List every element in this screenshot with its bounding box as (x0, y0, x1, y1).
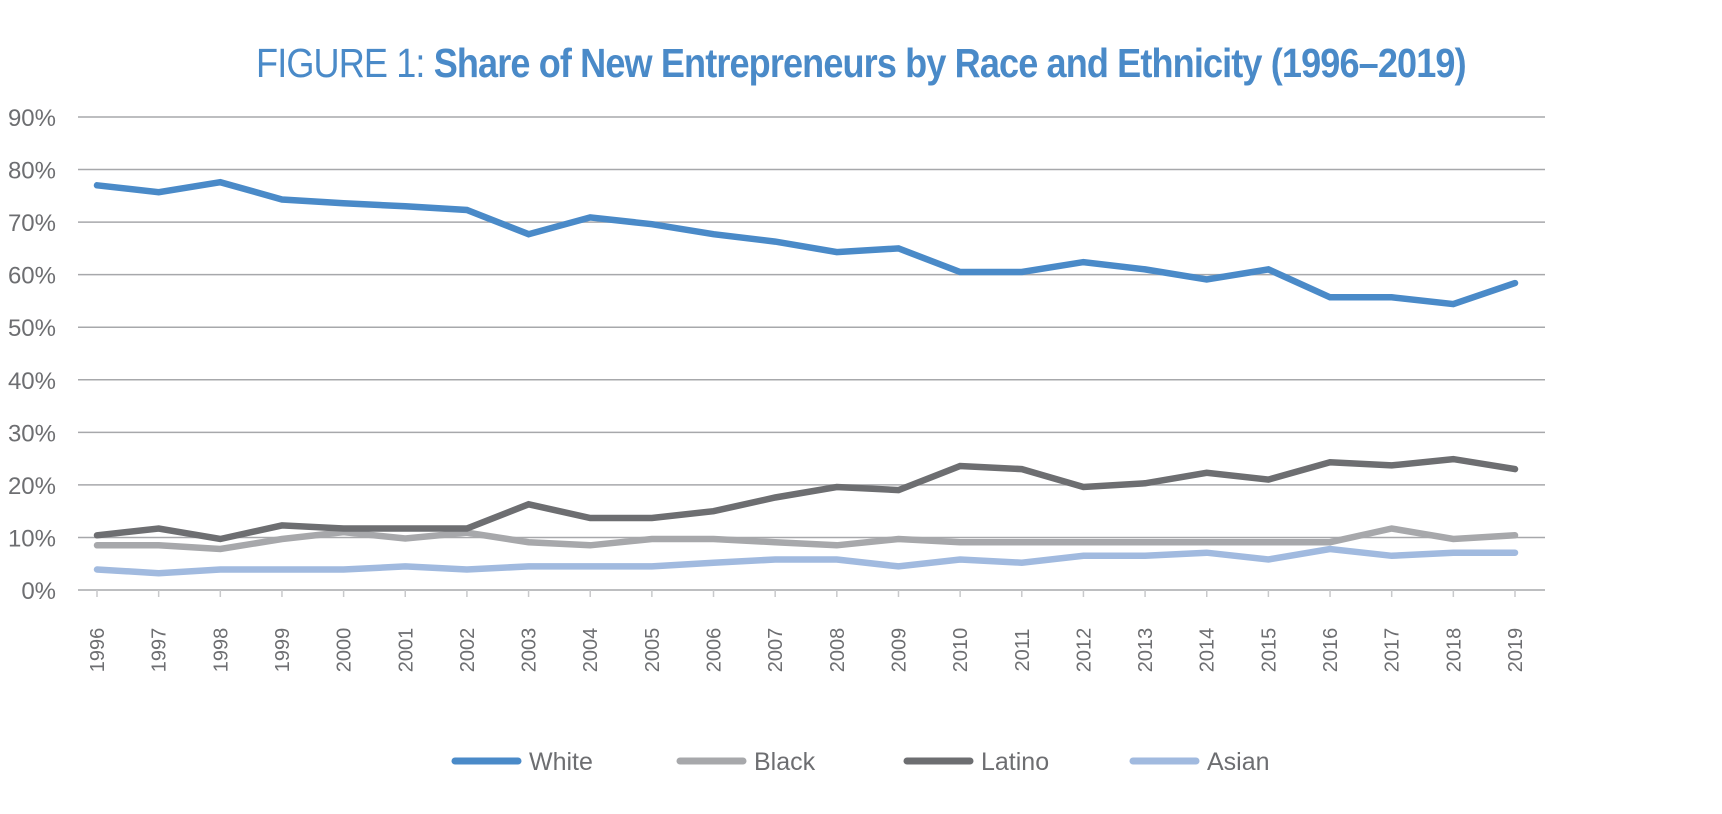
x-tick-label: 1996 (87, 628, 109, 673)
legend-item-black: Black (676, 748, 816, 776)
x-tick-label: 2019 (1505, 628, 1527, 673)
x-tick-label: 2005 (642, 628, 664, 673)
legend-label: Black (754, 748, 816, 776)
x-tick-label: 2007 (765, 628, 787, 673)
x-tick-label: 2000 (334, 628, 356, 673)
y-tick-label: 30% (8, 420, 56, 447)
legend-item-latino: Latino (903, 748, 1049, 776)
x-tick-label: 2016 (1320, 628, 1342, 673)
y-tick-label: 50% (8, 315, 56, 342)
series-line-asian (93, 545, 1519, 577)
y-tick-label: 60% (8, 263, 56, 290)
y-tick-label: 90% (8, 105, 56, 132)
y-tick-label: 40% (8, 368, 56, 395)
series-lines (93, 178, 1519, 577)
x-tick-label: 2006 (704, 628, 726, 673)
y-tick-label: 70% (8, 210, 56, 237)
legend-item-white: White (451, 748, 593, 776)
x-tick-label: 1999 (272, 628, 294, 673)
x-tick-label: 2015 (1258, 628, 1280, 673)
x-axis (78, 589, 1545, 597)
chart-title: FIGURE 1: Share of New Entrepreneurs by … (103, 40, 1618, 87)
chart-title-main: Share of New Entrepreneurs by Race and E… (433, 40, 1467, 86)
x-tick-label: 2001 (395, 628, 417, 673)
x-tick-label: 2013 (1135, 628, 1157, 673)
x-tick-label: 2003 (519, 628, 541, 673)
x-tick-label: 2009 (888, 628, 910, 673)
gridlines (78, 116, 1545, 539)
series-line-latino (93, 455, 1519, 543)
series-line-black (93, 525, 1519, 553)
y-tick-label: 80% (8, 158, 56, 185)
chart-title-prefix: FIGURE 1: (256, 40, 425, 86)
x-tick-label: 2002 (457, 628, 479, 673)
y-tick-label: 0% (21, 578, 56, 605)
legend-label: White (529, 748, 593, 776)
x-axis-tick-labels: 1996 1997 1998 1999 2000 2001 2002 2003 2004 2005… (87, 628, 1527, 673)
legend-label: Latino (981, 748, 1049, 776)
y-tick-label: 20% (8, 473, 56, 500)
x-tick-label: 2010 (950, 628, 972, 673)
x-tick-label: 1998 (210, 628, 232, 673)
x-tick-label: 2014 (1197, 628, 1219, 673)
x-tick-label: 2008 (827, 628, 849, 673)
legend: White Black Latino Asian (451, 748, 1270, 776)
y-axis-tick-labels: 0% 10% 20% 30% 40% 50% 60% 70% 80% 90% (8, 105, 56, 605)
x-tick-label: 2011 (1012, 628, 1034, 671)
x-tick-label: 2012 (1073, 628, 1095, 673)
legend-label: Asian (1207, 748, 1270, 776)
x-tick-label: 2017 (1382, 628, 1404, 673)
y-tick-label: 10% (8, 525, 56, 552)
x-tick-label: 1997 (149, 628, 171, 673)
series-line-white (93, 178, 1519, 308)
x-tick-label: 2004 (580, 628, 602, 673)
legend-item-asian: Asian (1129, 748, 1270, 776)
x-tick-label: 2018 (1443, 628, 1465, 673)
